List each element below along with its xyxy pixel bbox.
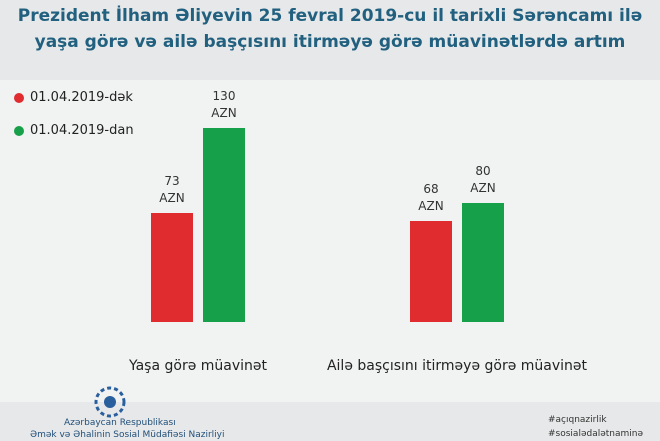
hashtag: #sosialədalətnaminə (548, 429, 644, 439)
legend-swatch (14, 93, 24, 103)
legend-label: 01.04.2019-dək (30, 90, 133, 105)
title: yaşa görə və ailə başçısını itirməyə gör… (34, 32, 626, 52)
category-label: Yaşa görə müavinət (128, 358, 268, 374)
title: Prezident İlham Əliyevin 25 fevral 2019-… (17, 6, 643, 26)
legend-swatch (14, 126, 24, 136)
org: Azərbaycan Respublikası (64, 418, 176, 428)
bar (410, 220, 452, 322)
org: Əmək və Əhalinin Sosial Müdafiəsi Nazirl… (30, 430, 225, 440)
bar (151, 213, 193, 322)
bar (203, 128, 245, 322)
value-label: 68 AZN (418, 181, 444, 213)
value-label: 130 AZN (211, 89, 237, 121)
category-label: Ailə başçısını itirməyə görə müavinət (326, 358, 588, 374)
value-label: 80 AZN (470, 163, 496, 195)
logo (94, 386, 126, 418)
hashtag: #açıqnazirlik (548, 415, 607, 425)
panel (0, 80, 660, 402)
legend-label: 01.04.2019-dan (30, 123, 134, 138)
bar (462, 202, 504, 322)
value-label: 73 AZN (159, 174, 185, 206)
